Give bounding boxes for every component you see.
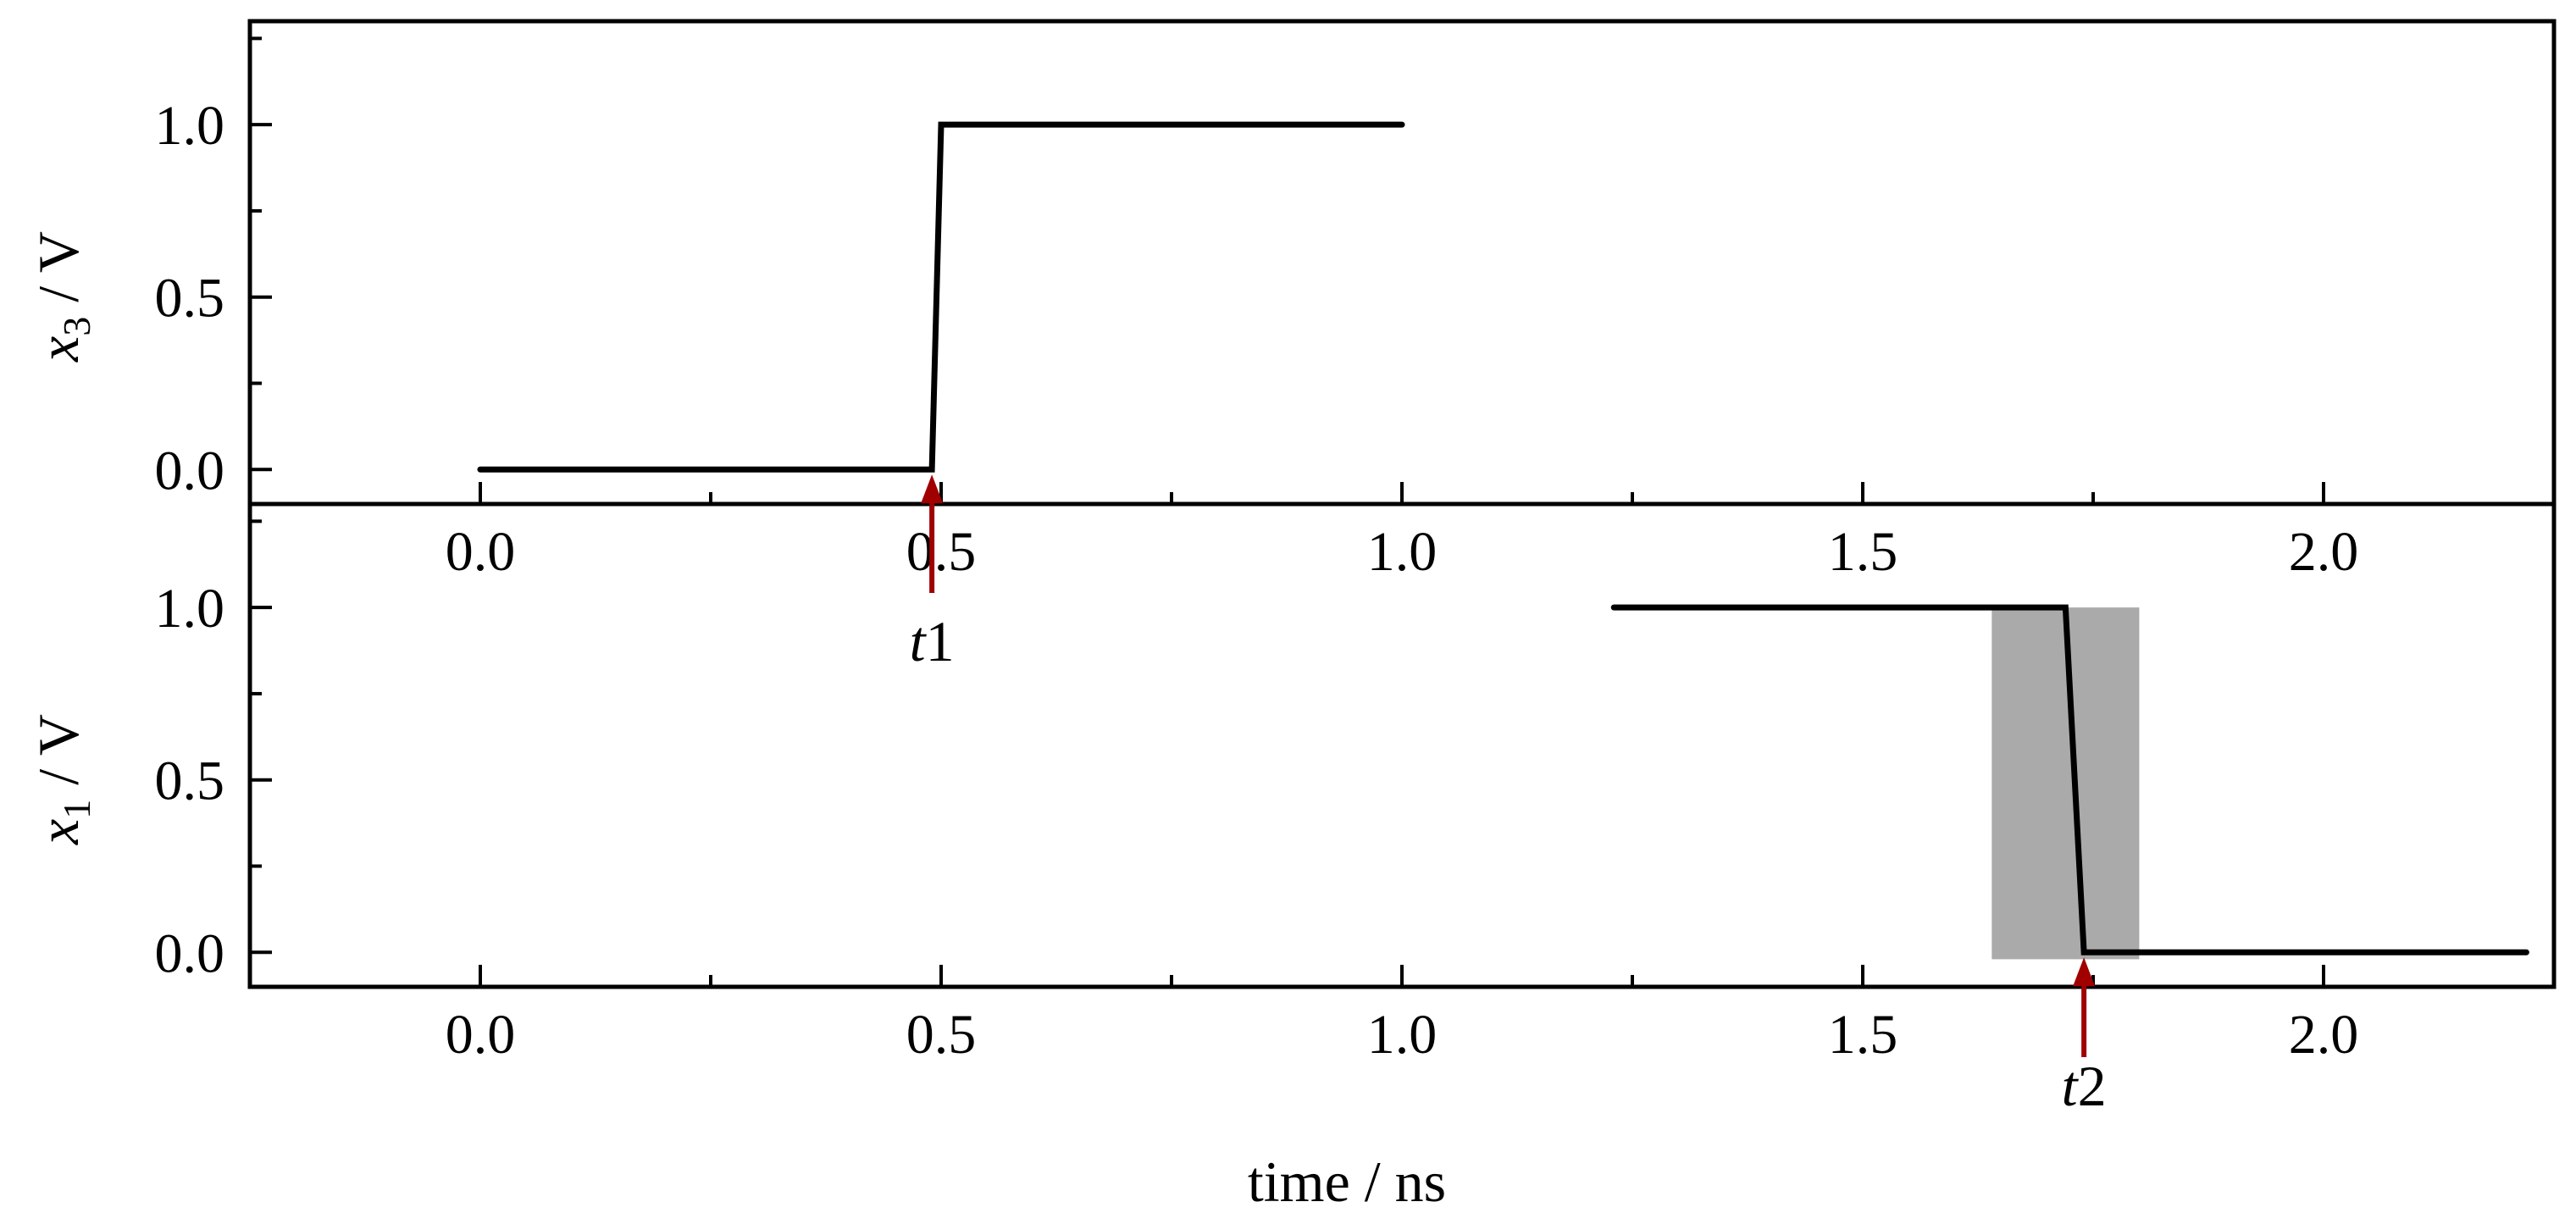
top-x-tick-label: 1.5 bbox=[1828, 521, 1898, 583]
top-x-tick-label: 1.0 bbox=[1367, 521, 1438, 583]
annotation-t2-label: t2 bbox=[2062, 1054, 2107, 1118]
bottom-x-tick-label: 1.5 bbox=[1828, 1004, 1898, 1066]
top-plot-frame bbox=[247, 19, 2557, 507]
top-y-axis-label-var: x bbox=[26, 336, 91, 363]
bottom-y-axis-label: x1 / V bbox=[26, 714, 98, 845]
top-x-tick-label: 0.5 bbox=[906, 521, 977, 583]
arrow-t1-head bbox=[921, 474, 944, 504]
top-y-axis-label-sub: 3 bbox=[55, 317, 98, 336]
bottom-y-axis-label-sub: 1 bbox=[55, 800, 98, 819]
bottom-series-line bbox=[1610, 604, 2529, 955]
bottom-x-axis-label: time / ns bbox=[1248, 1149, 1446, 1214]
top-x-tick-label: 0.0 bbox=[446, 521, 516, 583]
top-y-axis-label-unit: / V bbox=[26, 231, 91, 317]
annotation-label-num: 1 bbox=[926, 609, 955, 673]
annotation-label-num: 2 bbox=[2078, 1054, 2107, 1118]
bottom-y-tick-label: 1.0 bbox=[155, 578, 225, 640]
bottom-x-tick-label: 0.0 bbox=[446, 1004, 516, 1066]
annotation-t1-label: t1 bbox=[910, 609, 955, 673]
top-y-tick-label: 0.0 bbox=[155, 440, 225, 501]
top-y-axis-label: x3 / V bbox=[26, 231, 98, 363]
annotation-label-var: t bbox=[910, 609, 928, 673]
top-y-tick-label: 0.5 bbox=[155, 268, 225, 330]
bottom-shaded-region bbox=[1992, 607, 2140, 960]
top-y-tick-label: 1.0 bbox=[155, 95, 225, 157]
bottom-y-axis-label-unit: / V bbox=[26, 714, 91, 800]
top-x-tick-label: 2.0 bbox=[2289, 521, 2359, 583]
top-series-line bbox=[477, 121, 1405, 473]
annotation-label-var: t bbox=[2062, 1054, 2080, 1118]
bottom-x-tick-label: 2.0 bbox=[2289, 1004, 2359, 1066]
bottom-y-axis-label-var: x bbox=[26, 819, 91, 845]
bottom-y-tick-label: 0.5 bbox=[155, 750, 225, 812]
bottom-x-tick-label: 0.5 bbox=[906, 1004, 977, 1066]
bottom-x-tick-label: 1.0 bbox=[1367, 1004, 1438, 1066]
bottom-y-tick-label: 0.0 bbox=[155, 922, 225, 984]
arrow-t2-head bbox=[2073, 957, 2096, 987]
top-panel: 0.0 0.5 1.0 1.5 2.0 0.0 0.5 1.0 x3 / V bbox=[26, 19, 2557, 583]
